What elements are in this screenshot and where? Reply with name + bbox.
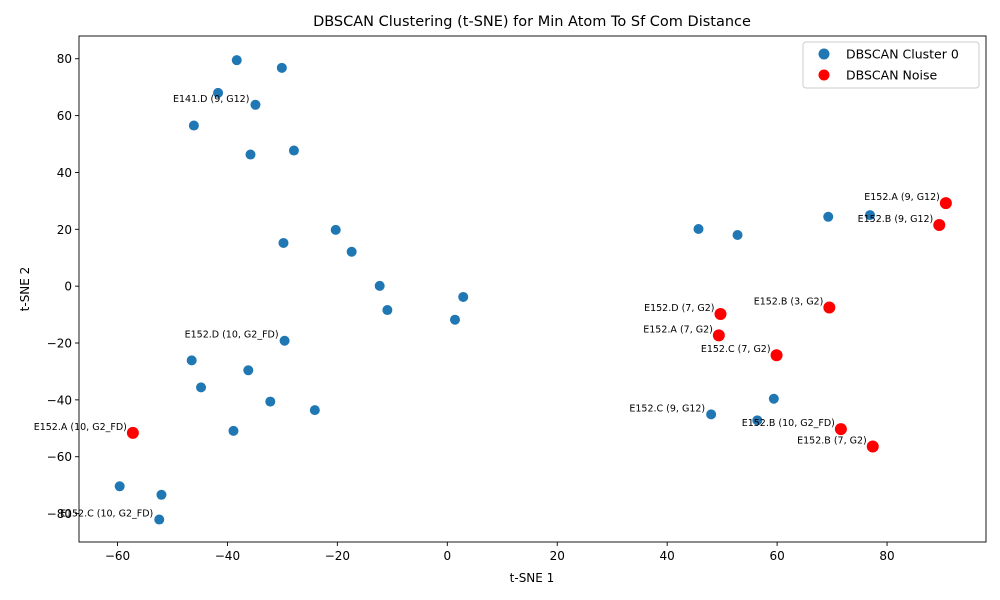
cluster-point: [309, 405, 320, 416]
y-tick-label: 40: [57, 166, 72, 180]
cluster-point: [449, 314, 460, 325]
point-annotation: E152.C (10, G2_FD): [60, 509, 153, 520]
point-annotation: E152.A (10, G2_FD): [34, 422, 127, 433]
y-axis-label: t-SNE 2: [18, 267, 32, 312]
y-tick-label: −20: [47, 337, 72, 351]
cluster-point: [706, 409, 717, 420]
x-tick-label: −20: [325, 549, 350, 563]
point-annotation: E152.C (7, G2): [701, 344, 771, 355]
point-annotation: E152.A (7, G2): [643, 324, 713, 335]
y-tick-label: −60: [47, 450, 72, 464]
cluster-point: [330, 224, 341, 235]
point-annotation: E141.D (9, G12): [173, 94, 249, 105]
cluster-point: [186, 355, 197, 366]
cluster-point: [250, 99, 261, 110]
data-points: [114, 55, 952, 525]
cluster-point: [154, 514, 165, 525]
cluster-point: [265, 396, 276, 407]
cluster-point: [288, 145, 299, 156]
legend-label-noise: DBSCAN Noise: [846, 68, 938, 83]
cluster-point: [752, 415, 763, 426]
cluster-point: [374, 280, 385, 291]
y-tick-label: 60: [57, 109, 72, 123]
cluster-point: [865, 210, 876, 221]
noise-point: [933, 219, 946, 232]
cluster-point: [458, 291, 469, 302]
cluster-point: [693, 224, 704, 235]
x-axis-label: t-SNE 1: [510, 571, 555, 585]
point-annotation: E152.D (10, G2_FD): [185, 330, 279, 341]
point-annotation: E152.B (7, G2): [797, 435, 867, 446]
noise-point: [714, 308, 727, 321]
noise-point: [834, 423, 847, 436]
cluster-point: [382, 305, 393, 316]
noise-point: [126, 426, 139, 439]
y-tick-label: 0: [64, 280, 72, 294]
x-tick-label: 20: [550, 549, 565, 563]
x-tick-label: 40: [660, 549, 675, 563]
x-tick-label: −40: [215, 549, 240, 563]
legend: DBSCAN Cluster 0 DBSCAN Noise: [802, 41, 980, 89]
cluster-point: [231, 55, 242, 66]
noise-point: [939, 197, 952, 210]
cluster-point: [346, 246, 357, 257]
cluster-point: [213, 87, 224, 98]
cluster-point: [243, 365, 254, 376]
y-axis: −80 −60 −40 −20 0 20 40 60 80: [47, 52, 79, 521]
legend-marker-cluster: [818, 48, 830, 60]
cluster-point: [279, 335, 290, 346]
noise-point: [823, 301, 836, 314]
point-annotations: E141.D (9, G12) E152.A (9, G12) E152.B (9,…: [34, 94, 940, 520]
point-annotation: E152.B (10, G2_FD): [742, 418, 835, 429]
legend-box: [802, 41, 980, 89]
cluster-point: [768, 393, 779, 404]
cluster-point: [732, 229, 743, 240]
point-annotation: E152.B (3, G2): [754, 296, 824, 307]
x-tick-label: 0: [443, 549, 451, 563]
cluster-point: [188, 120, 199, 131]
legend-marker-noise: [818, 69, 830, 81]
y-tick-label: −80: [47, 507, 72, 521]
point-annotation: E152.A (9, G12): [864, 192, 940, 203]
y-tick-label: 80: [57, 52, 72, 66]
noise-point: [770, 349, 783, 362]
cluster-point: [276, 62, 287, 73]
cluster-point: [245, 149, 256, 160]
point-annotation: E152.C (9, G12): [629, 403, 705, 414]
legend-label-cluster: DBSCAN Cluster 0: [846, 47, 959, 62]
noise-point: [712, 329, 725, 342]
noise-point: [866, 440, 879, 453]
plot-frame: [78, 35, 987, 543]
cluster-point: [114, 481, 125, 492]
point-annotation: E152.D (7, G2): [644, 303, 714, 314]
cluster-point: [228, 425, 239, 436]
plot-area: [78, 35, 987, 543]
x-tick-label: 60: [769, 549, 784, 563]
chart-title: DBSCAN Clustering (t-SNE) for Min Atom T…: [313, 14, 751, 30]
y-tick-label: −40: [47, 393, 72, 407]
cluster-point: [156, 489, 167, 500]
y-tick-label: 20: [57, 223, 72, 237]
x-axis: −60 −40 −20 0 20 40 60 80: [105, 542, 895, 563]
point-annotation: E152.B (9, G12): [858, 214, 934, 225]
x-tick-label: 80: [879, 549, 894, 563]
cluster-point: [196, 382, 207, 393]
cluster-point: [278, 237, 289, 248]
x-tick-label: −60: [105, 549, 130, 563]
cluster-point: [823, 211, 834, 222]
